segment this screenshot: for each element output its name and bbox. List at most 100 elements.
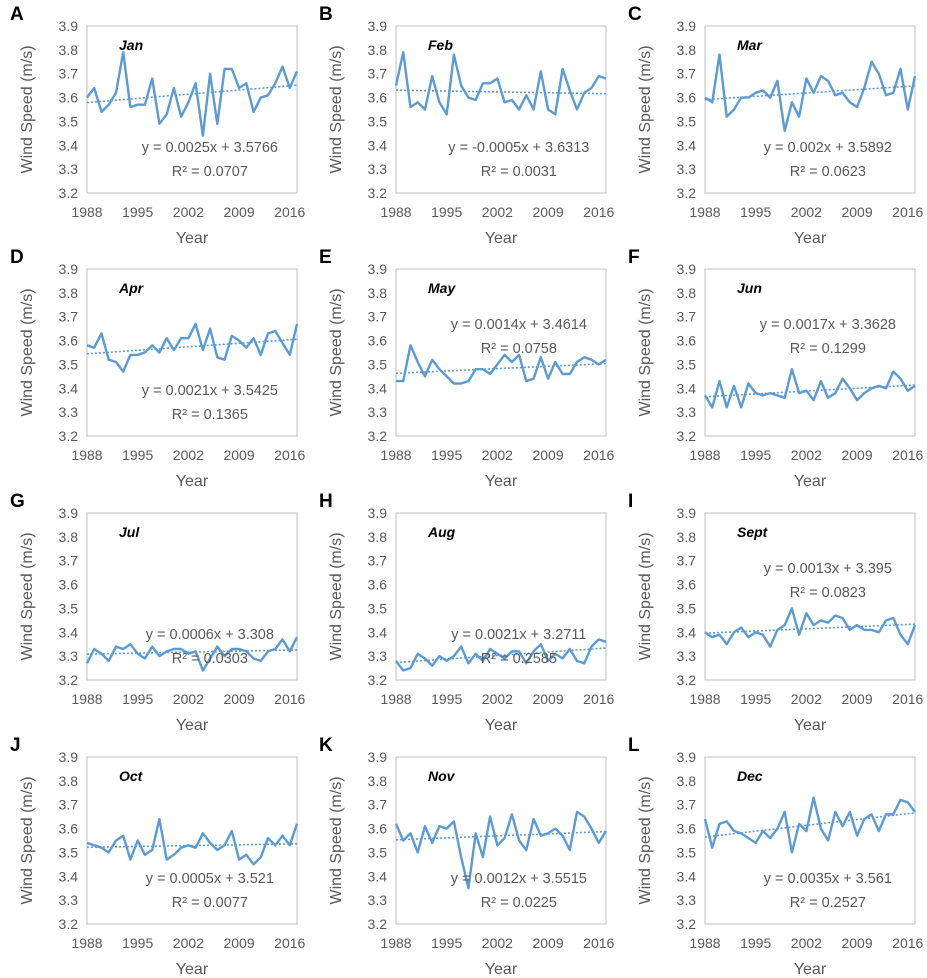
y-tick-label: 3.9 xyxy=(59,261,79,277)
x-axis-label: Year xyxy=(485,961,518,978)
x-tick-label: 1995 xyxy=(122,447,153,463)
y-tick-label: 3.8 xyxy=(59,773,79,789)
y-tick-label: 3.7 xyxy=(677,797,697,813)
y-tick-label: 3.6 xyxy=(59,333,79,349)
y-tick-label: 3.2 xyxy=(368,672,388,688)
trend-equation: y = 0.0021x + 3.2711 xyxy=(451,627,586,643)
y-tick-label: 3.2 xyxy=(368,916,388,932)
x-tick-label: 2016 xyxy=(892,447,923,463)
linear-trendline xyxy=(395,362,607,375)
x-axis-label: Year xyxy=(794,473,827,490)
trend-r-squared: R² = 0.0077 xyxy=(172,895,248,911)
y-axis-label: Wind Speed (m/s) xyxy=(637,532,654,660)
plot-frame xyxy=(86,756,298,925)
chart-title: Mar xyxy=(737,37,763,53)
x-tick-label: 2016 xyxy=(274,691,305,707)
chart-title: Oct xyxy=(119,768,144,784)
y-axis-label: Wind Speed (m/s) xyxy=(19,776,36,904)
chart-title: Jun xyxy=(737,280,762,296)
y-tick-label: 3.9 xyxy=(368,18,388,34)
y-tick-label: 3.6 xyxy=(368,90,388,106)
y-tick-label: 3.5 xyxy=(59,356,79,372)
y-tick-label: 3.3 xyxy=(368,892,388,908)
x-tick-label: 2002 xyxy=(173,935,204,951)
panel-letter: B xyxy=(319,4,333,25)
y-tick-label: 3.2 xyxy=(677,672,697,688)
wind-speed-series-line xyxy=(86,322,299,373)
plot-frame xyxy=(395,268,607,437)
y-tick-label: 3.8 xyxy=(677,42,697,58)
y-tick-label: 3.7 xyxy=(59,309,79,325)
trend-r-squared: R² = 0.1299 xyxy=(790,341,866,357)
x-tick-label: 2009 xyxy=(841,935,872,951)
x-tick-label: 1988 xyxy=(380,204,411,220)
chart-panel-h: H 3.2 3.3 3.4 3.5 3.6 3.7 3.8 3.9 1988 1995 2002 200… xyxy=(319,491,615,734)
x-tick-label: 1995 xyxy=(431,447,462,463)
panel-letter: F xyxy=(628,247,640,268)
panel-letter: G xyxy=(10,491,25,512)
y-tick-label: 3.4 xyxy=(368,624,388,640)
trend-equation: y = 0.0017x + 3.3628 xyxy=(760,317,896,333)
plot-frame xyxy=(704,268,916,437)
y-axis-label: Wind Speed (m/s) xyxy=(637,45,654,173)
x-tick-label: 2002 xyxy=(173,447,204,463)
trend-equation: y = 0.0006x + 3.308 xyxy=(146,627,274,643)
y-tick-label: 3.2 xyxy=(677,185,697,201)
y-tick-label: 3.6 xyxy=(368,333,388,349)
x-tick-label: 1995 xyxy=(122,691,153,707)
y-axis-label: Wind Speed (m/s) xyxy=(637,288,654,416)
x-tick-label: 1988 xyxy=(380,447,411,463)
x-tick-label: 1995 xyxy=(431,935,462,951)
y-tick-label: 3.3 xyxy=(59,404,79,420)
y-tick-label: 3.8 xyxy=(677,529,697,545)
y-tick-label: 3.2 xyxy=(368,428,388,444)
y-tick-label: 3.3 xyxy=(368,161,388,177)
y-tick-label: 3.4 xyxy=(677,137,697,153)
y-tick-label: 3.8 xyxy=(59,42,79,58)
x-tick-label: 2016 xyxy=(583,935,614,951)
y-tick-label: 3.5 xyxy=(368,844,388,860)
y-tick-label: 3.3 xyxy=(677,892,697,908)
y-tick-label: 3.2 xyxy=(368,185,388,201)
panel-letter: A xyxy=(10,4,24,25)
x-axis-label: Year xyxy=(485,230,518,247)
y-tick-label: 3.9 xyxy=(677,261,697,277)
y-tick-label: 3.3 xyxy=(59,892,79,908)
y-tick-label: 3.6 xyxy=(677,821,697,837)
trend-r-squared: R² = 0.2527 xyxy=(790,895,866,911)
linear-trendline xyxy=(395,830,607,841)
wind-speed-series-line xyxy=(704,607,917,648)
x-tick-label: 2002 xyxy=(482,447,513,463)
y-tick-label: 3.8 xyxy=(677,285,697,301)
y-tick-label: 3.2 xyxy=(677,428,697,444)
x-tick-label: 1988 xyxy=(71,204,102,220)
x-tick-label: 1988 xyxy=(380,691,411,707)
y-tick-label: 3.8 xyxy=(368,42,388,58)
y-tick-label: 3.2 xyxy=(59,916,79,932)
y-tick-label: 3.7 xyxy=(59,66,79,82)
x-tick-label: 2009 xyxy=(841,447,872,463)
x-tick-label: 2009 xyxy=(223,447,254,463)
y-tick-label: 3.2 xyxy=(59,672,79,688)
y-tick-label: 3.2 xyxy=(677,916,697,932)
linear-trendline xyxy=(704,812,916,838)
x-tick-label: 2009 xyxy=(223,691,254,707)
linear-trendline xyxy=(395,647,607,664)
chart-title: May xyxy=(428,280,456,296)
y-tick-label: 3.6 xyxy=(59,90,79,106)
linear-trendline xyxy=(86,338,298,355)
y-tick-label: 3.5 xyxy=(677,844,697,860)
x-axis-label: Year xyxy=(485,717,518,734)
x-tick-label: 2016 xyxy=(583,447,614,463)
trend-equation: y = -0.0005x + 3.6313 xyxy=(448,140,589,156)
x-tick-label: 2016 xyxy=(892,204,923,220)
x-tick-label: 2016 xyxy=(583,204,614,220)
x-tick-label: 2002 xyxy=(791,935,822,951)
x-axis-label: Year xyxy=(485,473,518,490)
y-tick-label: 3.4 xyxy=(368,380,388,396)
y-axis-label: Wind Speed (m/s) xyxy=(328,288,345,416)
trend-equation: y = 0.0021x + 3.5425 xyxy=(142,383,278,399)
x-tick-label: 2002 xyxy=(482,935,513,951)
x-tick-label: 2002 xyxy=(173,691,204,707)
x-tick-label: 1988 xyxy=(689,691,720,707)
